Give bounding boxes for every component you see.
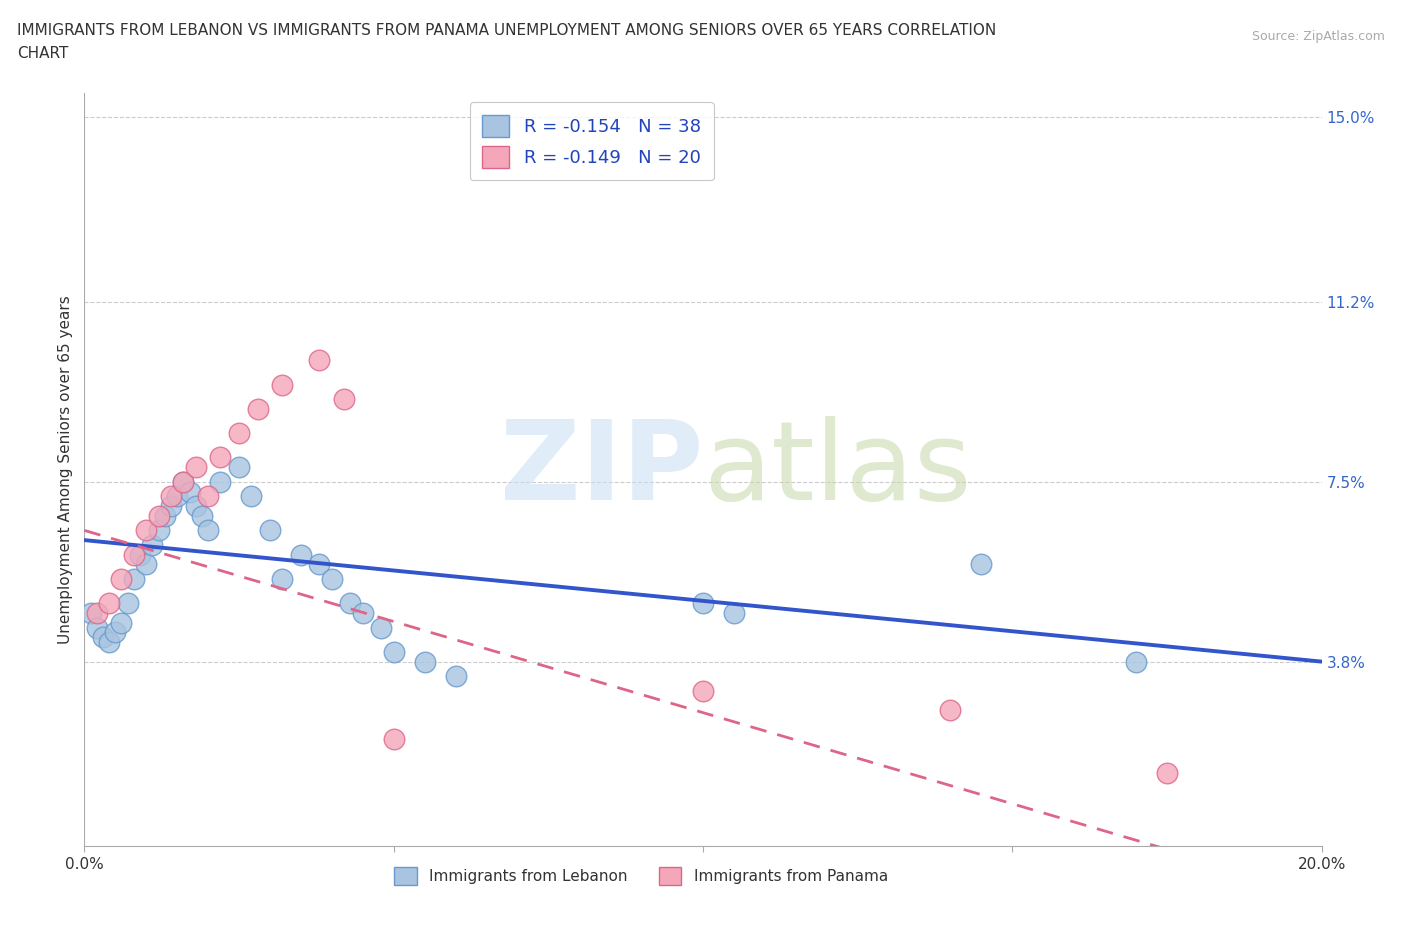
Point xyxy=(91,630,114,644)
Point xyxy=(209,474,232,489)
Point xyxy=(352,605,374,620)
Point xyxy=(382,732,405,747)
Point xyxy=(271,378,294,392)
Point xyxy=(382,644,405,659)
Point xyxy=(98,635,121,650)
Point xyxy=(723,605,745,620)
Point xyxy=(413,654,436,669)
Point xyxy=(228,459,250,474)
Point xyxy=(148,509,170,524)
Text: CHART: CHART xyxy=(17,46,69,61)
Point xyxy=(172,474,194,489)
Point xyxy=(308,352,330,367)
Point xyxy=(184,498,207,513)
Point xyxy=(86,620,108,635)
Point xyxy=(339,596,361,611)
Point xyxy=(209,450,232,465)
Point xyxy=(308,557,330,572)
Point xyxy=(197,489,219,504)
Point xyxy=(692,596,714,611)
Point xyxy=(184,459,207,474)
Point xyxy=(179,485,201,499)
Point xyxy=(129,547,152,562)
Point xyxy=(692,684,714,698)
Point xyxy=(160,498,183,513)
Point xyxy=(290,547,312,562)
Point xyxy=(228,426,250,441)
Point xyxy=(246,402,269,417)
Point xyxy=(135,523,157,538)
Point xyxy=(110,572,132,587)
Point xyxy=(86,605,108,620)
Text: ZIP: ZIP xyxy=(499,416,703,524)
Point xyxy=(104,625,127,640)
Point xyxy=(79,605,101,620)
Point xyxy=(148,523,170,538)
Point xyxy=(197,523,219,538)
Point xyxy=(172,474,194,489)
Point xyxy=(1156,766,1178,781)
Text: IMMIGRANTS FROM LEBANON VS IMMIGRANTS FROM PANAMA UNEMPLOYMENT AMONG SENIORS OVE: IMMIGRANTS FROM LEBANON VS IMMIGRANTS FR… xyxy=(17,23,995,38)
Point xyxy=(153,509,176,524)
Point xyxy=(970,557,993,572)
Point xyxy=(98,596,121,611)
Point xyxy=(160,489,183,504)
Text: Source: ZipAtlas.com: Source: ZipAtlas.com xyxy=(1251,30,1385,43)
Point xyxy=(370,620,392,635)
Point xyxy=(166,489,188,504)
Point xyxy=(110,616,132,631)
Y-axis label: Unemployment Among Seniors over 65 years: Unemployment Among Seniors over 65 years xyxy=(58,296,73,644)
Point xyxy=(321,572,343,587)
Point xyxy=(141,538,163,552)
Point xyxy=(117,596,139,611)
Point xyxy=(271,572,294,587)
Legend: Immigrants from Lebanon, Immigrants from Panama: Immigrants from Lebanon, Immigrants from… xyxy=(388,860,894,891)
Text: atlas: atlas xyxy=(703,416,972,524)
Point xyxy=(122,572,145,587)
Point xyxy=(240,489,263,504)
Point xyxy=(444,669,467,684)
Point xyxy=(1125,654,1147,669)
Point xyxy=(135,557,157,572)
Point xyxy=(259,523,281,538)
Point xyxy=(191,509,214,524)
Point xyxy=(939,703,962,718)
Point xyxy=(333,392,356,406)
Point xyxy=(122,547,145,562)
